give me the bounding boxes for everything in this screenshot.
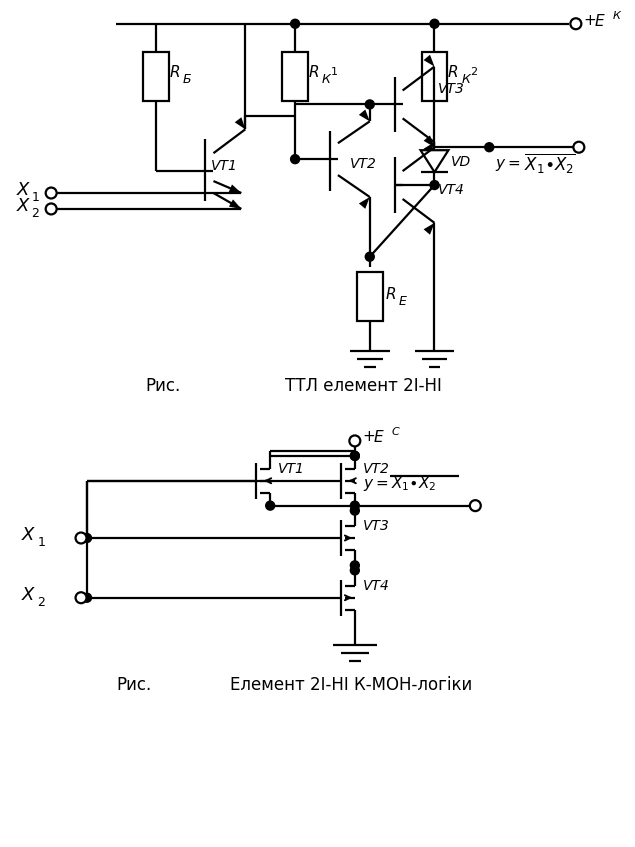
- Circle shape: [46, 203, 57, 214]
- Text: VT4: VT4: [438, 183, 464, 197]
- Bar: [422, 52, 448, 102]
- Circle shape: [76, 592, 86, 603]
- Text: К: К: [322, 73, 331, 86]
- Circle shape: [291, 155, 300, 163]
- Text: 1: 1: [31, 191, 39, 204]
- Text: 2: 2: [471, 67, 478, 76]
- Circle shape: [470, 501, 481, 511]
- Text: VT2: VT2: [350, 158, 377, 171]
- Bar: [282, 52, 308, 102]
- Text: ТТЛ елемент 2І-НІ: ТТЛ елемент 2І-НІ: [285, 377, 442, 396]
- Circle shape: [46, 187, 57, 198]
- Text: К: К: [462, 73, 471, 86]
- Circle shape: [83, 593, 91, 602]
- Text: $X$: $X$: [22, 526, 37, 544]
- Bar: [357, 272, 383, 322]
- Text: $y=$: $y=$: [495, 158, 521, 173]
- Polygon shape: [229, 185, 241, 193]
- Text: VD: VD: [451, 155, 472, 169]
- Circle shape: [83, 534, 91, 542]
- Circle shape: [265, 501, 275, 510]
- Text: К: К: [613, 11, 620, 21]
- Text: Б: Б: [183, 73, 191, 86]
- Text: $\overline{X_1{\bullet}X_2}$: $\overline{X_1{\bullet}X_2}$: [524, 151, 576, 175]
- Circle shape: [365, 100, 374, 109]
- Text: VT1: VT1: [278, 462, 305, 476]
- Bar: [143, 52, 169, 102]
- Text: 2: 2: [31, 208, 39, 220]
- Text: $R$: $R$: [308, 64, 319, 80]
- Text: Рис.: Рис.: [146, 377, 181, 396]
- Circle shape: [351, 451, 359, 460]
- Circle shape: [351, 561, 359, 570]
- Text: $X$: $X$: [22, 586, 37, 604]
- Text: $R$: $R$: [448, 64, 458, 80]
- Text: VT3: VT3: [438, 82, 464, 97]
- Circle shape: [349, 435, 360, 446]
- Text: С: С: [392, 427, 399, 437]
- Circle shape: [76, 533, 86, 544]
- Text: +: +: [363, 429, 375, 445]
- Text: $X$: $X$: [17, 197, 32, 215]
- Polygon shape: [424, 136, 434, 147]
- Text: VT3: VT3: [363, 519, 390, 533]
- Text: $R$: $R$: [169, 64, 180, 80]
- Text: 1: 1: [37, 536, 45, 550]
- Text: Рис.: Рис.: [116, 676, 151, 694]
- Circle shape: [570, 19, 581, 30]
- Polygon shape: [424, 223, 434, 235]
- Polygon shape: [229, 199, 241, 209]
- Text: $X$: $X$: [17, 181, 32, 199]
- Text: VT2: VT2: [363, 462, 390, 476]
- Text: 1: 1: [331, 67, 338, 76]
- Polygon shape: [359, 197, 370, 209]
- Circle shape: [365, 252, 374, 261]
- Polygon shape: [235, 117, 245, 130]
- Circle shape: [485, 143, 494, 152]
- Text: Елемент 2І-НІ К-МОН-логіки: Елемент 2І-НІ К-МОН-логіки: [231, 676, 472, 694]
- Text: $E$: $E$: [373, 429, 384, 445]
- Polygon shape: [424, 55, 434, 67]
- Circle shape: [430, 180, 439, 190]
- Text: +: +: [584, 14, 596, 28]
- Text: $E$: $E$: [594, 13, 605, 29]
- Text: VT1: VT1: [210, 159, 237, 173]
- Circle shape: [351, 507, 359, 515]
- Text: $y = X_1{\bullet}X_2$: $y = X_1{\bullet}X_2$: [363, 474, 436, 493]
- Circle shape: [351, 451, 359, 460]
- Circle shape: [430, 19, 439, 28]
- Text: E: E: [399, 295, 406, 308]
- Text: VT4: VT4: [363, 579, 390, 593]
- Circle shape: [291, 19, 300, 28]
- Polygon shape: [420, 150, 448, 172]
- Text: 2: 2: [37, 596, 45, 609]
- Text: $R$: $R$: [385, 285, 396, 302]
- Polygon shape: [424, 142, 434, 154]
- Polygon shape: [359, 109, 370, 121]
- Circle shape: [351, 501, 359, 510]
- Circle shape: [573, 141, 584, 152]
- Circle shape: [351, 566, 359, 575]
